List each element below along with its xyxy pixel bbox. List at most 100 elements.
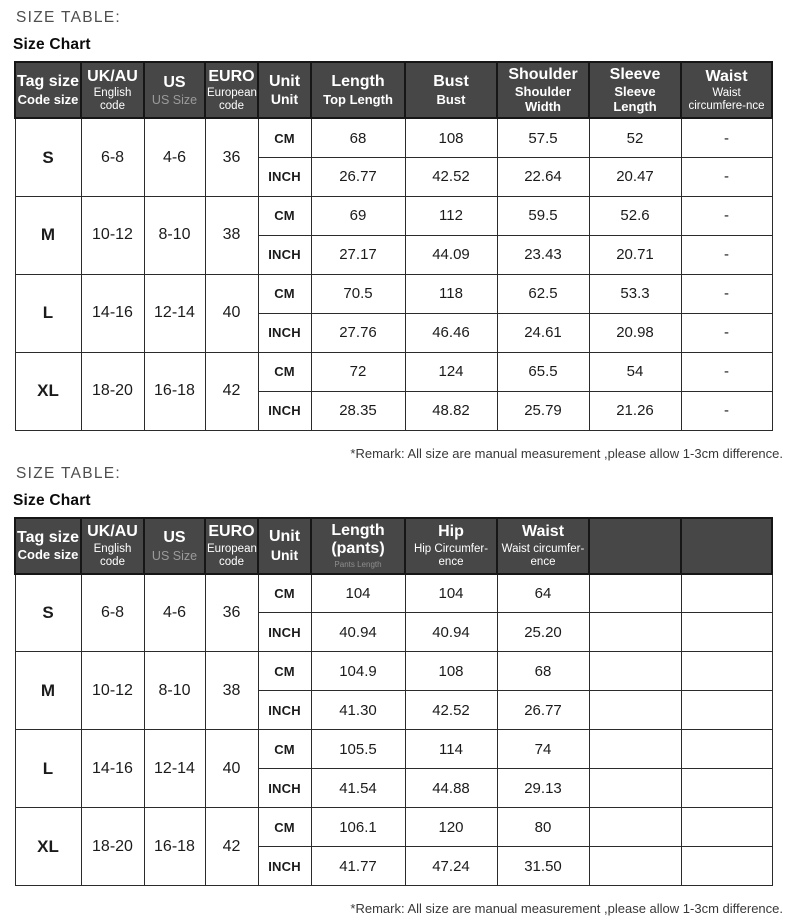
value-cell xyxy=(680,612,773,653)
euro-cell: 40 xyxy=(204,273,259,353)
tag-size-cell: S xyxy=(14,573,82,653)
col-header-main: Length (pants) xyxy=(331,521,385,558)
uk-au-cell: 6-8 xyxy=(80,117,145,197)
value-cell xyxy=(680,690,773,731)
value-cell xyxy=(588,612,682,653)
col-header-euro: EURO European code xyxy=(204,60,259,120)
unit-cell: INCH xyxy=(257,156,312,197)
col-header-uk-au: UK/AU English code xyxy=(80,60,145,120)
col-header-sub: Code size xyxy=(17,91,79,107)
col-header-main: Hip xyxy=(438,523,464,541)
value-cell: 104.9 xyxy=(310,651,406,692)
value-cell xyxy=(588,573,682,614)
value-cell: - xyxy=(680,390,773,431)
value-cell: - xyxy=(680,234,773,275)
value-cell: 104 xyxy=(404,573,498,614)
col-header-sub: European code xyxy=(207,87,257,112)
col-header-sub: US Size xyxy=(151,92,198,107)
value-cell: 114 xyxy=(404,729,498,770)
value-cell: - xyxy=(680,195,773,236)
value-cell: 52.6 xyxy=(588,195,682,236)
col-header-empty-1 xyxy=(588,516,682,575)
col-header-main: Shoulder xyxy=(508,66,578,83)
value-cell: 42.52 xyxy=(404,690,498,731)
col-header-euro: EURO European code xyxy=(204,516,259,575)
value-cell xyxy=(680,729,773,770)
value-cell: - xyxy=(680,273,773,314)
unit-cell: CM xyxy=(257,117,312,158)
col-header-tag-size: Tag size Code size xyxy=(14,516,82,575)
col-header-main: Bust xyxy=(433,73,469,91)
value-cell: 106.1 xyxy=(310,807,406,848)
col-header-main: Waist xyxy=(521,523,565,541)
uk-au-cell: 18-20 xyxy=(80,351,145,431)
value-cell: 40.94 xyxy=(404,612,498,653)
col-header-main: UK/AU xyxy=(87,67,138,85)
col-header-us: US US Size xyxy=(143,60,206,120)
size-row-xl-cm: XL 18-20 16-18 42 CM 106.1 120 80 xyxy=(14,807,773,887)
col-header-sub: English code xyxy=(93,542,132,568)
value-cell: 40.94 xyxy=(310,612,406,653)
us-cell: 8-10 xyxy=(143,195,206,275)
value-cell: 41.77 xyxy=(310,846,406,887)
col-header-sub: Unit xyxy=(270,91,299,108)
unit-cell: CM xyxy=(257,573,312,614)
value-cell xyxy=(680,651,773,692)
unit-cell: CM xyxy=(257,807,312,848)
value-cell: 42.52 xyxy=(404,156,498,197)
value-cell xyxy=(588,651,682,692)
value-cell: 41.54 xyxy=(310,768,406,809)
value-cell: 62.5 xyxy=(496,273,590,314)
col-header-main: Unit xyxy=(268,72,301,90)
value-cell: 53.3 xyxy=(588,273,682,314)
value-cell: 31.50 xyxy=(496,846,590,887)
value-cell: 23.43 xyxy=(496,234,590,275)
uk-au-cell: 10-12 xyxy=(80,651,145,731)
euro-cell: 42 xyxy=(204,807,259,887)
euro-cell: 38 xyxy=(204,195,259,275)
value-cell: 112 xyxy=(404,195,498,236)
col-header-waist: Waist Waist circumfer-ence xyxy=(496,516,590,575)
col-header-sub: Top Length xyxy=(323,91,393,107)
value-cell xyxy=(588,768,682,809)
col-header-uk-au: UK/AU English code xyxy=(80,516,145,575)
size-table-eyebrow: SIZE TABLE: xyxy=(16,464,122,482)
col-header-sub: Waist circumfere-nce xyxy=(688,87,765,112)
size-row-m-inch: INCH 27.17 44.09 23.43 20.71 - xyxy=(15,234,773,275)
value-cell: 72 xyxy=(310,351,406,392)
value-cell: 44.09 xyxy=(404,234,498,275)
value-cell: 68 xyxy=(310,117,406,158)
col-header-main: Tag size xyxy=(17,528,79,546)
value-cell: 124 xyxy=(404,351,498,392)
value-cell: 24.61 xyxy=(496,312,590,353)
value-cell: 54 xyxy=(588,351,682,392)
col-header-main: US xyxy=(163,529,186,547)
size-chart-title: Size Chart xyxy=(13,36,91,53)
col-header-sub: Pants Length xyxy=(334,559,382,569)
unit-cell: CM xyxy=(257,351,312,392)
col-header-sub: Shoulder Width xyxy=(514,84,572,114)
value-cell: - xyxy=(680,117,773,158)
uk-au-cell: 10-12 xyxy=(80,195,145,275)
value-cell: 108 xyxy=(404,651,498,692)
size-row-l-cm: L 14-16 12-14 40 CM 70.5 118 62.5 53.3 - xyxy=(14,273,773,353)
value-cell xyxy=(588,690,682,731)
size-row-s-inch: INCH 40.94 40.94 25.20 xyxy=(15,612,773,653)
value-cell: 108 xyxy=(404,117,498,158)
uk-au-cell: 14-16 xyxy=(80,729,145,809)
col-header-shoulder: Shoulder Shoulder Width xyxy=(496,60,590,120)
value-cell: 120 xyxy=(404,807,498,848)
value-cell: 57.5 xyxy=(496,117,590,158)
value-cell: 46.46 xyxy=(404,312,498,353)
col-header-sub: European code xyxy=(207,542,257,568)
value-cell: 105.5 xyxy=(310,729,406,770)
size-row-l-cm: L 14-16 12-14 40 CM 105.5 114 74 xyxy=(14,729,773,809)
euro-cell: 36 xyxy=(204,117,259,197)
unit-cell: INCH xyxy=(257,612,312,653)
tag-size-cell: L xyxy=(14,729,82,809)
value-cell: - xyxy=(680,312,773,353)
us-cell: 12-14 xyxy=(143,273,206,353)
value-cell: 48.82 xyxy=(404,390,498,431)
col-header-us: US US Size xyxy=(143,516,206,575)
